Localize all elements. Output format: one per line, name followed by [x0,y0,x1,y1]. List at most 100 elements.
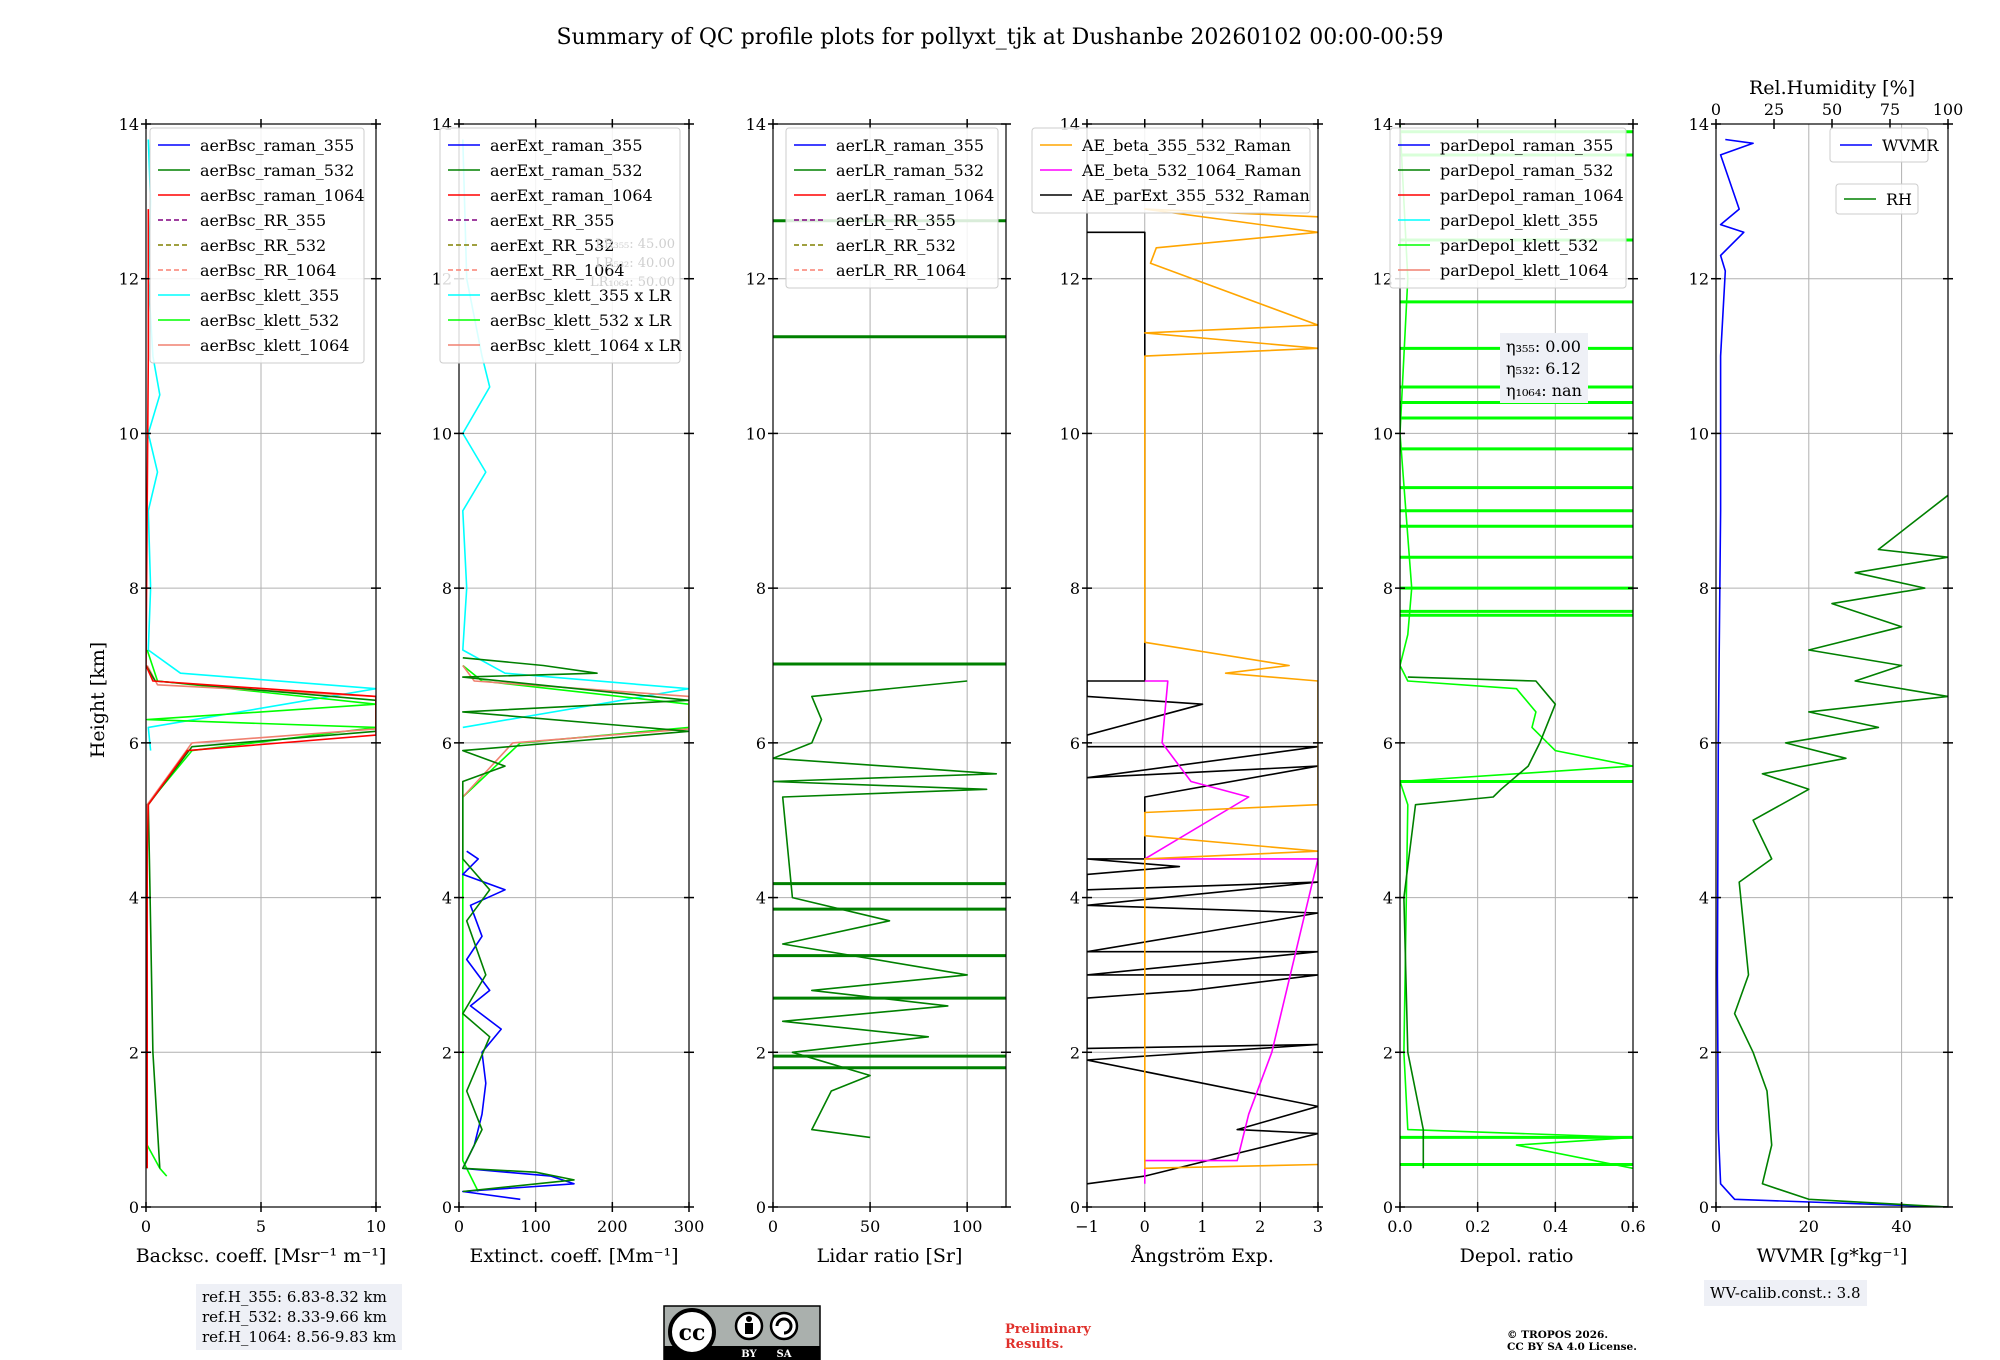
preliminary-line-2: Results. [1005,1337,1064,1352]
legend-box [439,127,681,364]
copyright-note: © TROPOS 2026. CC BY SA 4.0 License. [1507,1329,1637,1353]
legend-label: aerExt_raman_355 [490,136,643,155]
y-tick-label: 6 [129,734,139,753]
y-tick-label: 4 [1383,889,1393,908]
y-tick-label: 8 [129,579,139,598]
legend-label: aerBsc_RR_1064 [200,261,336,280]
x-tick-label: 0 [768,1217,778,1236]
y-tick-label: 0 [1383,1198,1393,1217]
preliminary-results-note: Preliminary Results. [1005,1322,1091,1352]
y-tick-label: 10 [119,424,139,443]
y-tick-label: 2 [442,1043,452,1062]
series-AE_parExt_355_532_Raman [1087,231,1318,1185]
ref-height-532: ref.H_532: 8.33-9.66 km [202,1308,387,1326]
lr-label: LR₁₀₆₄: 50.00 [590,275,675,290]
legend-label: aerBsc_klett_1064 [200,336,349,355]
x-tick-label: 40 [1891,1217,1911,1236]
legend-label: AE_beta_532_1064_Raman [1081,161,1301,180]
legend-label: aerBsc_raman_532 [200,161,354,180]
series-WVMR [1716,138,1948,1207]
legend-label: aerBsc_klett_355 x LR [490,286,672,305]
x-axis-label: Ångström Exp. [1130,1245,1274,1267]
y-tick-label: 10 [1373,424,1393,443]
eta-label: η₅₃₂: 6.12 [1506,359,1581,378]
sa-label: SA [777,1349,792,1360]
plot-data-6 [1716,138,1948,1207]
legend-label: AE_beta_355_532_Raman [1081,136,1291,155]
legend-box [1389,127,1627,289]
x-tick-label: 0.6 [1620,1217,1645,1236]
legend-label: parDepol_raman_1064 [1440,186,1624,205]
legend: parDepol_raman_355 parDepol_raman_532 parD… [1389,127,1627,289]
series-aerExt_raman_532 [461,657,689,1193]
x-axis-label: WVMR [g*kg⁻¹] [1757,1245,1908,1267]
copyright-line-1: © TROPOS 2026. [1507,1329,1609,1341]
x-axis-label: Extinct. coeff. [Mm⁻¹] [469,1245,678,1267]
sa-share-icon [769,1311,799,1341]
legend-label: aerBsc_raman_355 [200,136,354,155]
y-tick-label: 14 [1373,115,1393,134]
axes-frame [1399,123,1634,1208]
x-axis-label: Depol. ratio [1460,1245,1574,1267]
top-x-tick-label: 100 [1933,100,1964,119]
y-axis-label: Height [km] [87,642,109,758]
legend-label: parDepol_klett_532 [1440,236,1598,255]
series-klett_532_LR [461,664,689,1192]
y-tick-label: 6 [1699,734,1709,753]
plot-panel-1: 0 2 4 6 8 10 12 14 0 5 10 Backsc. coeff. [Msr⁻¹ m⁻¹… [119,115,387,1267]
x-tick-label: 0 [141,1217,151,1236]
x-axis-label: Backsc. coeff. [Msr⁻¹ m⁻¹] [136,1245,387,1267]
legend-label: aerLR_RR_1064 [836,261,966,280]
y-tick-label: 2 [1070,1043,1080,1062]
y-tick-label: 12 [1373,270,1393,289]
wv-calib-const: WV-calib.const.: 3.8 [1710,1284,1861,1302]
x-tick-label: 0.2 [1465,1217,1490,1236]
x-tick-label: 0 [1140,1217,1150,1236]
y-tick-label: 4 [1699,889,1709,908]
legend: aerLR_raman_355 aerLR_raman_532 aerLR_rama… [785,127,999,289]
y-tick-label: 14 [119,115,139,134]
series-parDepol_klett_532 [1400,124,1633,1170]
x-tick-label: 1 [1197,1217,1207,1236]
x-tick-label: 0.0 [1387,1217,1412,1236]
y-tick-label: 6 [1070,734,1080,753]
y-tick-label: 14 [746,115,766,134]
y-tick-label: 8 [756,579,766,598]
axes-frame [458,123,690,1208]
y-tick-label: 4 [129,889,139,908]
x-tick-label: 2 [1255,1217,1265,1236]
eta-box-bg [1500,333,1588,403]
top-x-tick-label: 75 [1880,100,1900,119]
y-tick-label: 10 [1060,424,1080,443]
y-tick-label: 14 [1689,115,1709,134]
series-aerBsc_raman_1064 [146,209,376,1169]
y-tick-label: 10 [1689,424,1709,443]
figure-title: Summary of QC profile plots for pollyxt_… [556,25,1443,50]
x-tick-label: 0 [1711,1217,1721,1236]
legend-label: aerBsc_klett_1064 x LR [490,336,682,355]
axes-frame [1715,123,1949,1208]
series-AE_beta_355_532_Raman [1144,208,1318,1170]
legend-label: parDepol_klett_1064 [1440,261,1609,280]
legend-label: parDepol_raman_355 [1440,136,1613,155]
lr-label: LR₅₃₂: 40.00 [595,256,675,271]
x-tick-label: 3 [1313,1217,1323,1236]
legend-label: aerBsc_klett_532 [200,311,339,330]
y-tick-label: 12 [1060,270,1080,289]
legend-label: parDepol_raman_532 [1440,161,1613,180]
y-tick-label: 10 [746,424,766,443]
lr-label: LR₃₅₅: 45.00 [595,237,675,252]
series-aerBsc_raman_532 [146,665,376,1169]
top-x-tick-label: 25 [1764,100,1784,119]
y-tick-label: 0 [756,1198,766,1217]
y-tick-label: 4 [1070,889,1080,908]
y-tick-label: 12 [119,270,139,289]
legend-rh: RH [1835,183,1919,215]
legend-label: aerLR_RR_355 [836,211,956,230]
legend-label: AE_parExt_355_532_Raman [1081,186,1310,205]
legend-label: aerExt_raman_1064 [490,186,653,205]
x-tick-label: 50 [860,1217,880,1236]
legend-label: aerBsc_RR_355 [200,211,326,230]
